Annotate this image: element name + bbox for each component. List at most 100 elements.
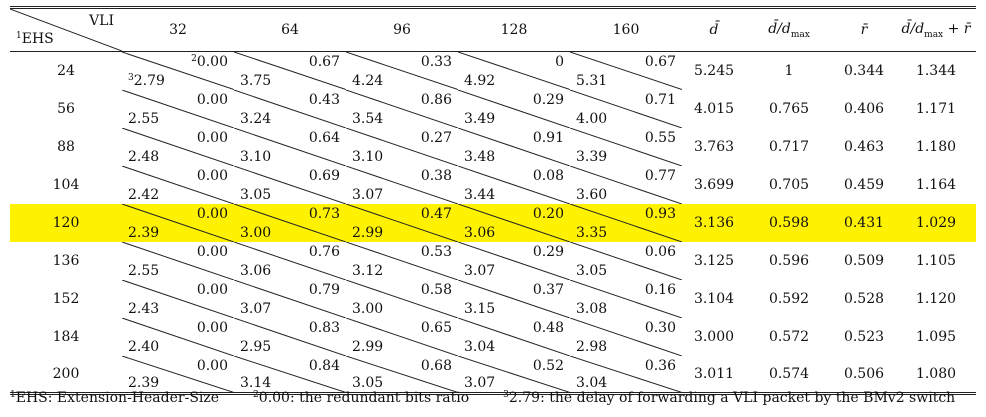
redundant-bits-ratio: 0.79 (308, 281, 340, 298)
forwarding-delay: 2.39 (128, 375, 160, 391)
split-cell: 0.73 3.00 (234, 203, 346, 242)
split-cell: 0.83 2.95 (234, 318, 346, 356)
cell-diagonal (458, 318, 570, 356)
ehs-value: 136 (52, 252, 80, 269)
cell-diagonal (570, 280, 682, 318)
d-ratio-value: 0.765 (768, 100, 810, 117)
table-row: 136 0.00 2.55 0.76 3.06 0.53 3.12 0.29 3.07 0.06 3… (10, 242, 976, 280)
ehs-axis-label: 1EHS (16, 31, 54, 47)
cell-diagonal (234, 204, 346, 242)
vli-header-64: 64 (234, 7, 346, 52)
sum-value: 1.029 (896, 203, 976, 242)
r-bar-value: 0.506 (843, 365, 885, 382)
split-cell: 0.37 3.15 (458, 280, 570, 318)
cell-diagonal (570, 204, 682, 242)
redundant-bits-ratio: 0.36 (644, 357, 676, 374)
split-cell: 0.76 3.06 (234, 242, 346, 280)
cell-diagonal (346, 52, 458, 90)
d-ratio-value: 0.717 (768, 138, 810, 155)
footnotes: 1EHS: Extension-Header-Size 20.00: the r… (10, 390, 976, 406)
split-cell: 0.48 3.04 (458, 318, 570, 356)
split-cell: 0 4.92 (458, 52, 570, 90)
forwarding-delay: 3.00 (240, 224, 272, 241)
r-bar-value: 0.463 (843, 138, 885, 155)
split-cell: 0.71 4.00 (570, 90, 682, 128)
cell-diagonal (234, 90, 346, 128)
sum-value: 1.095 (915, 328, 957, 345)
split-cell: 0.00 2.43 (122, 280, 234, 318)
forwarding-delay: 3.39 (576, 148, 608, 165)
split-cell: 0.67 3.75 (234, 52, 346, 90)
table-row: 56 0.00 2.55 0.43 3.24 0.86 3.54 0.29 3.49 0.71 4.… (10, 90, 976, 128)
redundant-bits-ratio: 0.38 (420, 167, 452, 184)
forwarding-delay: 32.79 (128, 72, 165, 89)
forwarding-delay: 2.98 (576, 338, 608, 355)
split-cell: 0.69 3.05 (234, 166, 346, 204)
vli-header-128: 128 (458, 7, 570, 52)
redundant-bits-ratio: 0.68 (420, 357, 452, 374)
ehs-value: 104 (52, 176, 80, 193)
footnote-1: 1EHS: Extension-Header-Size (10, 390, 220, 406)
split-cell: 0.29 3.49 (458, 90, 570, 128)
split-cell: 0.27 3.10 (346, 128, 458, 166)
r-bar-value: 0.459 (843, 176, 885, 193)
sum-value: 1.080 (915, 365, 957, 382)
forwarding-delay: 2.42 (128, 186, 160, 203)
r-bar-value: 0.431 (832, 203, 896, 242)
redundant-bits-ratio: 0.77 (644, 167, 676, 184)
forwarding-delay: 3.49 (464, 110, 496, 127)
results-table-body: 24 20.00 32.79 0.67 3.75 0.33 4.24 0 4.92 0.67 5.3… (10, 52, 976, 394)
redundant-bits-ratio: 0.20 (532, 205, 564, 222)
forwarding-delay: 3.04 (464, 338, 496, 355)
redundant-bits-ratio: 20.00 (191, 54, 228, 70)
d-bar-value: 3.136 (682, 203, 746, 242)
redundant-bits-ratio: 0.58 (420, 281, 452, 298)
sum-value: 1.180 (915, 138, 957, 155)
cell-diagonal (234, 128, 346, 166)
redundant-bits-ratio: 0.00 (196, 205, 228, 222)
split-cell: 0.52 3.07 (458, 356, 570, 394)
redundant-bits-ratio: 0.69 (308, 167, 340, 184)
forwarding-delay: 3.60 (576, 186, 608, 203)
vli-header-160: 160 (570, 7, 682, 52)
cell-diagonal (458, 166, 570, 204)
redundant-bits-ratio: 0.00 (196, 281, 228, 298)
forwarding-delay: 3.07 (352, 186, 384, 203)
cell-diagonal (122, 90, 234, 128)
cell-diagonal (122, 166, 234, 204)
ehs-value: 88 (57, 138, 75, 155)
redundant-bits-ratio: 0.29 (532, 243, 564, 260)
split-cell: 0.93 3.35 (570, 203, 682, 242)
forwarding-delay: 2.99 (352, 224, 384, 241)
table-row: 152 0.00 2.43 0.79 3.07 0.58 3.00 0.37 3.15 0.16 3… (10, 280, 976, 318)
split-cell: 0.91 3.48 (458, 128, 570, 166)
cell-diagonal (458, 204, 570, 242)
forwarding-delay: 2.40 (128, 338, 160, 355)
forwarding-delay: 3.08 (576, 300, 608, 317)
redundant-bits-ratio: 0.29 (532, 91, 564, 108)
cell-diagonal (458, 356, 570, 393)
sum-value: 1.171 (915, 100, 957, 117)
cell-diagonal (458, 280, 570, 318)
split-cell: 0.84 3.14 (234, 356, 346, 394)
table-row: 184 0.00 2.40 0.83 2.95 0.65 2.99 0.48 3.04 0.30 2… (10, 318, 976, 356)
d-ratio-value: 0.705 (768, 176, 810, 193)
forwarding-delay: 3.06 (464, 224, 496, 241)
split-cell: 0.55 3.39 (570, 128, 682, 166)
ehs-value: 24 (57, 62, 75, 79)
redundant-bits-ratio: 0.55 (644, 129, 676, 146)
forwarding-delay: 3.06 (240, 262, 272, 279)
split-cell: 0.58 3.00 (346, 280, 458, 318)
redundant-bits-ratio: 0.86 (420, 91, 452, 108)
split-cell: 0.00 2.48 (122, 128, 234, 166)
forwarding-delay: 3.75 (240, 72, 272, 89)
vli-header-96: 96 (346, 7, 458, 52)
redundant-bits-ratio: 0.84 (308, 357, 340, 374)
split-cell: 0.00 2.55 (122, 90, 234, 128)
d-ratio-header: d̄/dmax (746, 7, 832, 52)
forwarding-delay: 3.12 (352, 262, 384, 279)
d-bar-value: 3.763 (693, 138, 735, 155)
cell-diagonal (346, 356, 458, 393)
sum-value: 1.344 (915, 62, 957, 79)
forwarding-delay: 3.05 (576, 262, 608, 279)
